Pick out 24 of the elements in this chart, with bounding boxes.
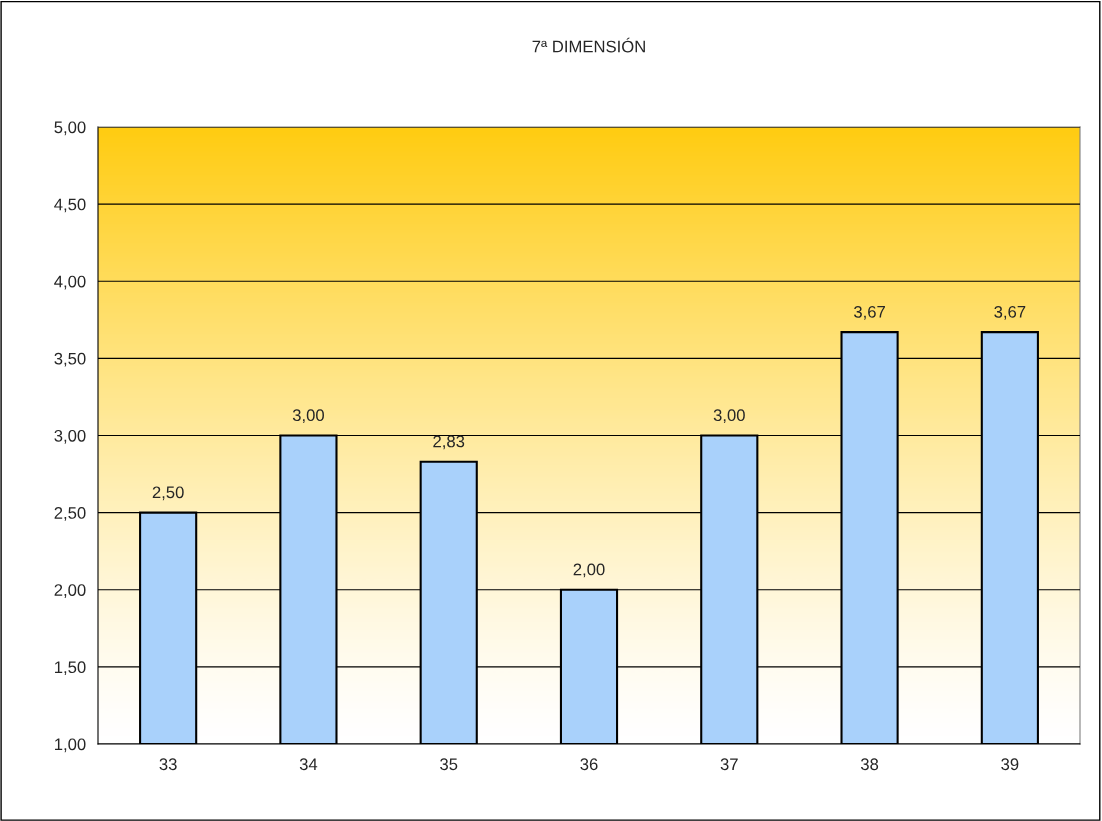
x-tick-label: 36 — [580, 758, 598, 771]
y-tick-label: 3,00 — [54, 429, 86, 444]
x-tick-label: 38 — [860, 758, 879, 771]
data-label: 3,00 — [292, 409, 324, 424]
y-tick-label: 3,50 — [54, 352, 86, 367]
x-tick-label: 37 — [720, 758, 738, 771]
data-label: 2,83 — [433, 435, 465, 450]
data-label: 3,67 — [994, 305, 1026, 320]
y-tick-label: 1,50 — [55, 661, 86, 676]
y-tick-label: 4,50 — [54, 198, 86, 213]
chart-title: 7ª DIMENSIÓN — [532, 37, 645, 53]
y-tick-label: 1,00 — [55, 738, 86, 753]
data-label: 2,00 — [573, 563, 605, 578]
x-tick-label: 39 — [1001, 758, 1019, 771]
data-label: 3,00 — [713, 409, 745, 424]
y-tick-label: 2,50 — [54, 507, 86, 521]
y-tick-label: 2,00 — [54, 584, 86, 598]
data-label: 3,67 — [853, 305, 885, 320]
x-tick-label: 33 — [159, 758, 177, 771]
y-tick-label: 4,00 — [54, 275, 86, 290]
x-tick-label: 34 — [299, 758, 318, 771]
data-label: 2,50 — [152, 486, 184, 501]
x-tick-label: 35 — [440, 758, 458, 771]
y-tick-label: 5,00 — [54, 121, 86, 136]
